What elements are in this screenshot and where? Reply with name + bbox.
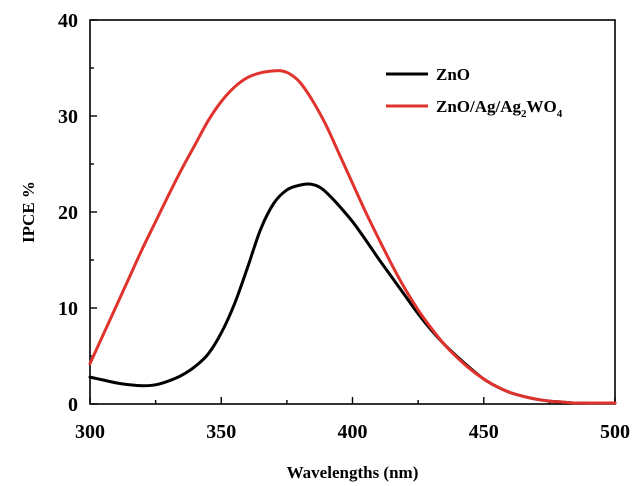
x-tick-label: 300 [75,421,105,443]
legend-label-part: ZnO/Ag/Ag [436,97,522,116]
legend: ZnO ZnO/Ag/Ag2WO4 [386,65,563,120]
legend-label-part: ZnO [436,65,470,84]
y-tick-label: 30 [58,106,78,128]
y-tick-label: 10 [58,298,78,320]
x-tick-label: 500 [600,421,630,443]
y-tick-label: 40 [58,10,78,32]
x-tick-label: 400 [338,421,368,443]
legend-label: ZnO [436,65,470,84]
plot-frame [89,19,616,405]
axis-ticks [89,19,616,405]
x-tick-labels: 300 350 400 450 500 [75,421,630,443]
series-line-1 [88,69,617,405]
legend-label: ZnO/Ag/Ag2WO4 [436,97,563,120]
legend-label-part: 4 [557,108,563,120]
x-axis-title: Wavelengths (nm) [287,463,419,482]
y-tick-label: 20 [58,202,78,224]
x-tick-label: 350 [206,421,236,443]
legend-label-part: WO [527,97,557,116]
x-tick-label: 450 [469,421,499,443]
series-lines [88,69,617,405]
y-axis-title: IPCE % [19,181,38,243]
y-tick-labels: 0 10 20 30 40 [58,10,78,416]
legend-label-part: 2 [521,108,527,120]
y-tick-label: 0 [68,394,78,416]
plot-area [88,19,617,405]
series-line-0 [88,182,617,405]
